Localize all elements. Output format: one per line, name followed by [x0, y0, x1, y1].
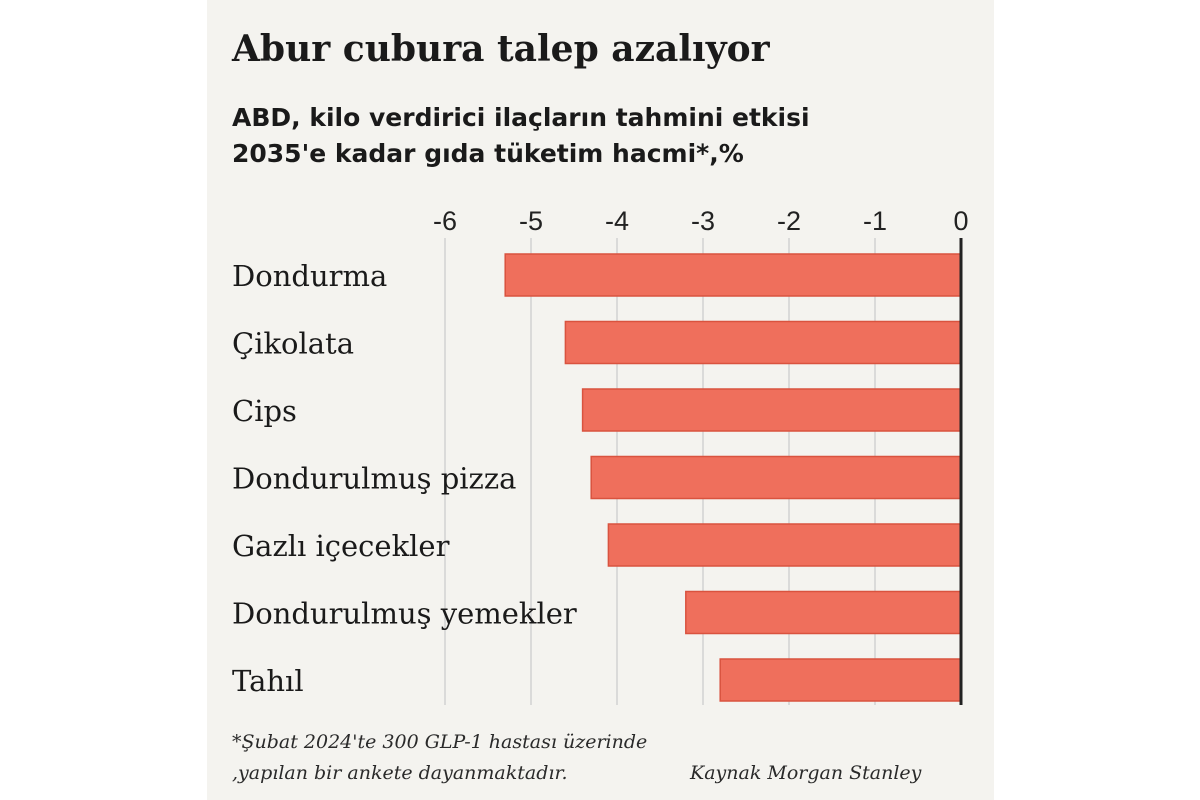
- bar: [685, 590, 962, 635]
- x-tick-label: 0: [953, 206, 968, 236]
- bar: [590, 455, 962, 500]
- category-label: Dondurma: [232, 259, 387, 293]
- footnote: *Şubat 2024'te 300 GLP-1 hastası üzerind…: [232, 727, 647, 789]
- bar: [607, 523, 962, 567]
- x-tick-label: -6: [433, 206, 457, 236]
- category-label: Gazlı içecekler: [232, 529, 450, 563]
- x-tick-label: -4: [605, 206, 629, 236]
- x-tick-label: -5: [519, 206, 543, 236]
- footnote-line-1: *Şubat 2024'te 300 GLP-1 hastası üzerind…: [232, 731, 648, 753]
- x-tick-label: -2: [777, 206, 801, 236]
- bar: [581, 388, 962, 432]
- subtitle-line-2: 2035'e kadar gıda tüketim hacmi*,%: [232, 139, 744, 168]
- chart-subtitle: ABD, kilo verdirici ilaçların tahmini et…: [232, 100, 810, 172]
- x-tick-label: -1: [863, 206, 887, 236]
- category-label: Tahıl: [232, 664, 304, 698]
- category-label: Cips: [232, 394, 297, 428]
- category-label: Dondurulmuş yemekler: [232, 597, 577, 631]
- bar: [564, 320, 962, 365]
- x-tick-label: -3: [691, 206, 715, 236]
- category-label: Dondurulmuş pizza: [232, 462, 516, 496]
- category-label: Çikolata: [232, 327, 354, 361]
- bar: [719, 658, 962, 702]
- source-credit: Kaynak Morgan Stanley: [690, 762, 922, 784]
- chart-title: Abur cubura talep azalıyor: [232, 28, 770, 70]
- footnote-line-2: ,yapılan bir ankete dayanmaktadır.: [232, 762, 568, 784]
- subtitle-line-1: ABD, kilo verdirici ilaçların tahmini et…: [232, 103, 810, 132]
- bar: [504, 253, 962, 297]
